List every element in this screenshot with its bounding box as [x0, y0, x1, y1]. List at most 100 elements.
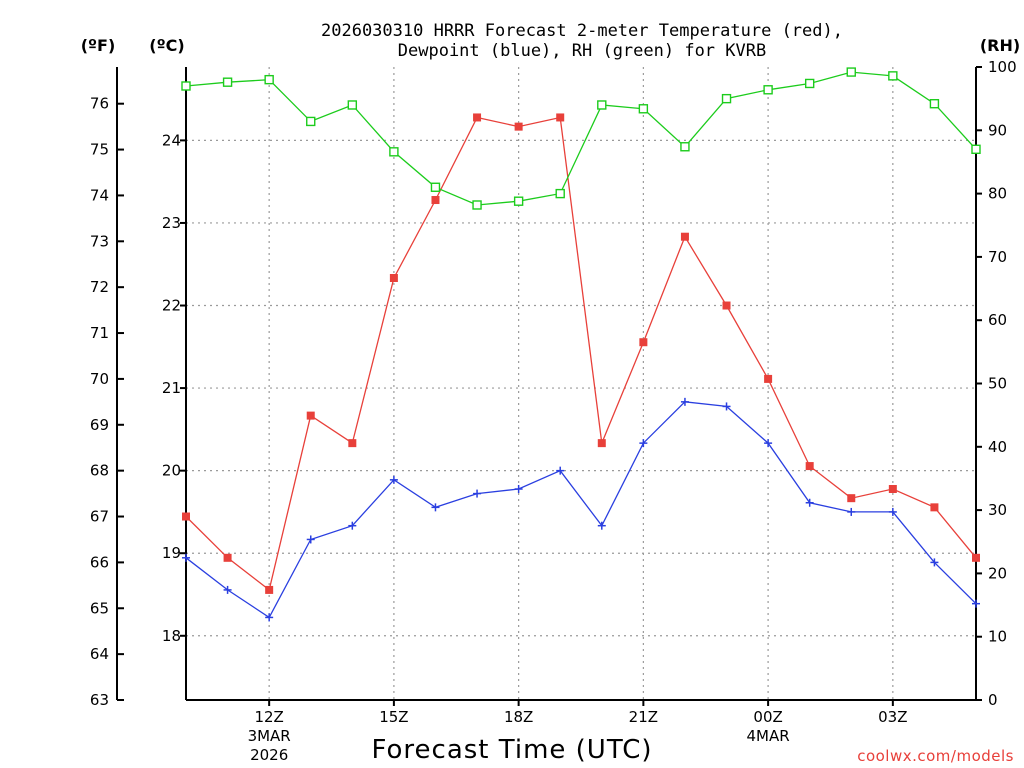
dewpoint-point [265, 613, 274, 622]
dewpoint-point [764, 439, 773, 448]
rh-point [888, 71, 898, 81]
temperature-point [888, 485, 897, 493]
rh-point [347, 100, 358, 110]
dewpoint-point [639, 439, 648, 448]
dewpoint-point [930, 558, 939, 567]
dewpoint-point [389, 475, 398, 484]
data-series [181, 67, 981, 622]
temperature-point [556, 113, 565, 122]
fahrenheit-tick-label: 66 [90, 553, 109, 571]
series-dewpoint [182, 397, 980, 622]
rh-point [181, 81, 191, 91]
rh-point [929, 99, 940, 109]
fahrenheit-tick-label: 67 [90, 508, 109, 526]
fahrenheit-tick-label: 73 [90, 232, 109, 250]
dewpoint-point [722, 402, 731, 411]
celsius-tick-label: 24 [162, 131, 181, 149]
temperature-point [972, 553, 980, 562]
celsius-tick-label: 22 [162, 297, 181, 315]
rh-tick-label: 20 [988, 564, 1007, 582]
fahrenheit-tick-label: 69 [90, 416, 109, 434]
rh-point [306, 116, 316, 127]
dewpoint-point [431, 503, 440, 512]
rh-point [222, 77, 233, 87]
temperature-point [514, 122, 523, 131]
temperature-point [805, 462, 814, 471]
x-tick-year: 2026 [250, 746, 288, 764]
fahrenheit-axis-unit: (ºF) [81, 36, 116, 55]
rh-tick-label: 10 [988, 628, 1007, 646]
x-axis-label: Forecast Time (UTC) [371, 735, 652, 765]
temperature-point [639, 338, 648, 347]
x-tick-label: 15Z [379, 708, 408, 726]
temperature-point [847, 494, 856, 503]
temperature-point [306, 411, 315, 420]
dewpoint-point [514, 485, 523, 493]
rh-tick-label: 0 [988, 691, 998, 709]
fahrenheit-tick-label: 63 [90, 691, 109, 709]
rh-point [638, 104, 649, 114]
fahrenheit-tick-label: 74 [90, 186, 109, 204]
x-tick-label: 12Z [254, 708, 283, 726]
temperature-point [473, 113, 482, 122]
rh-tick-label: 70 [988, 248, 1007, 266]
fahrenheit-tick-label: 65 [90, 599, 109, 617]
temperature-point [389, 274, 398, 282]
x-tick-date: 3MAR [248, 727, 291, 745]
grid-lines [186, 67, 976, 700]
fahrenheit-tick-label: 71 [90, 324, 109, 342]
celsius-tick-label: 20 [162, 462, 181, 480]
rh-axis-unit: (RH) [980, 36, 1020, 55]
dewpoint-point [805, 498, 814, 507]
temperature-point [223, 553, 232, 562]
rh-point [597, 100, 607, 110]
rh-point [721, 93, 732, 104]
temperature-point [265, 585, 274, 594]
x-tick-date: 4MAR [747, 727, 790, 745]
temperature-point [182, 512, 190, 521]
celsius-tick-label: 23 [162, 214, 181, 232]
x-tick-label: 18Z [504, 708, 533, 726]
rh-point [971, 144, 981, 154]
dewpoint-point [888, 507, 897, 516]
temperature-point [348, 439, 357, 448]
celsius-tick-label: 18 [162, 627, 181, 645]
rh-tick-label: 60 [988, 311, 1007, 329]
dewpoint-point [223, 585, 232, 594]
credit-link[interactable]: coolwx.com/models [857, 747, 1014, 765]
temperature-point [764, 374, 773, 383]
temperature-point [930, 503, 939, 512]
rh-tick-label: 90 [988, 121, 1007, 139]
rh-point [472, 200, 482, 210]
rh-tick-label: 100 [988, 58, 1017, 76]
x-tick-label: 03Z [878, 708, 907, 726]
dewpoint-point [556, 466, 565, 475]
chart-title-line2: Dewpoint (blue), RH (green) for KVRB [398, 41, 766, 61]
rh-point [513, 196, 524, 206]
x-tick-label: 21Z [629, 708, 658, 726]
fahrenheit-tick-label: 75 [90, 141, 109, 159]
dewpoint-point [348, 521, 357, 530]
rh-point [389, 147, 399, 157]
rh-tick-label: 40 [988, 438, 1007, 456]
fahrenheit-tick-label: 70 [90, 370, 109, 388]
temperature-point [597, 439, 606, 448]
dewpoint-line [185, 401, 977, 619]
dewpoint-point [847, 507, 856, 516]
fahrenheit-tick-label: 72 [90, 278, 109, 296]
rh-tick-label: 80 [988, 185, 1007, 203]
fahrenheit-tick-label: 68 [90, 462, 109, 480]
dewpoint-point [182, 553, 190, 562]
rh-point [264, 74, 274, 85]
dewpoint-point [680, 397, 689, 406]
rh-point [804, 78, 815, 89]
dewpoint-point [473, 489, 482, 498]
rh-tick-label: 50 [988, 375, 1007, 393]
rh-line [185, 71, 977, 206]
celsius-tick-label: 21 [162, 379, 181, 397]
dewpoint-point [597, 521, 606, 530]
fahrenheit-tick-label: 76 [90, 95, 109, 113]
x-tick-label: 00Z [753, 708, 782, 726]
series-temperature [182, 113, 980, 594]
